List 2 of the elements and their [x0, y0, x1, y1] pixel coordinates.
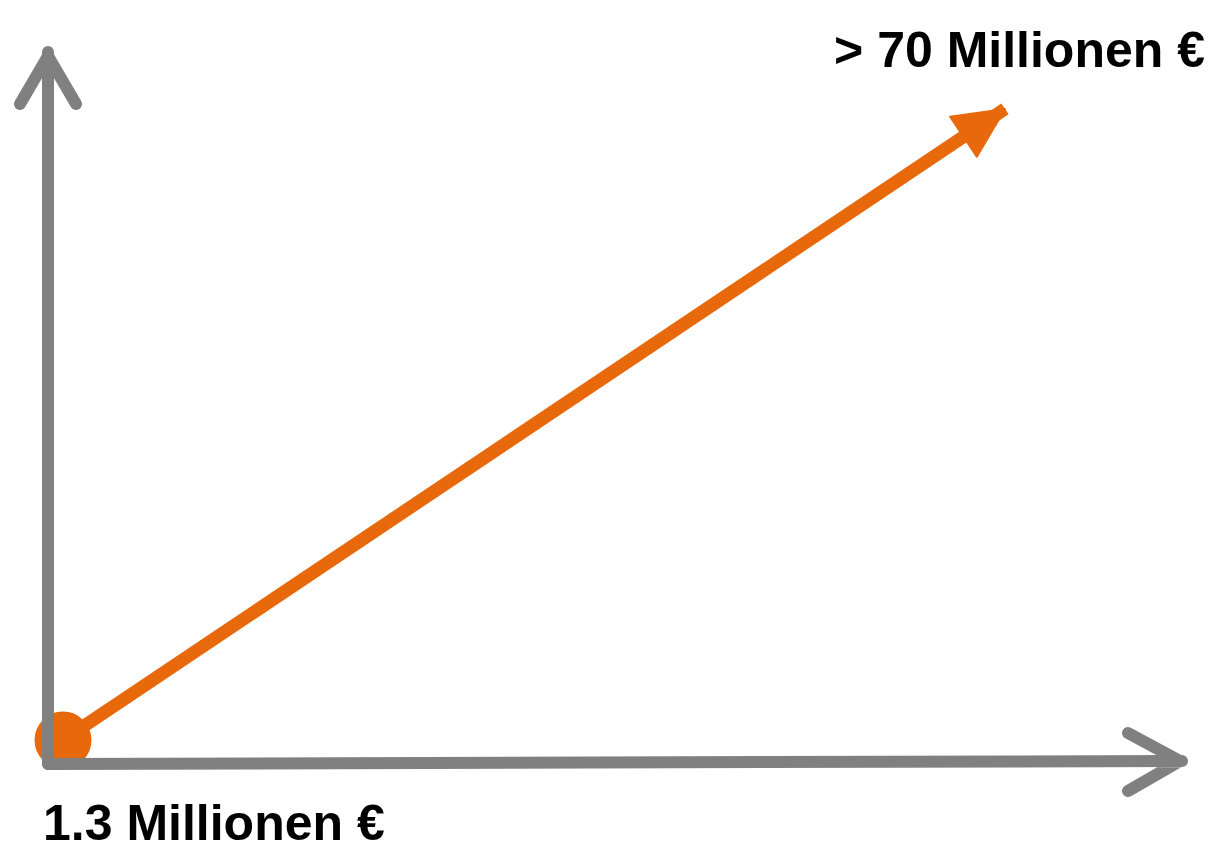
data-label: 1.3 Millionen €	[43, 795, 385, 846]
data-label: > 70 Millionen €	[834, 21, 1205, 78]
